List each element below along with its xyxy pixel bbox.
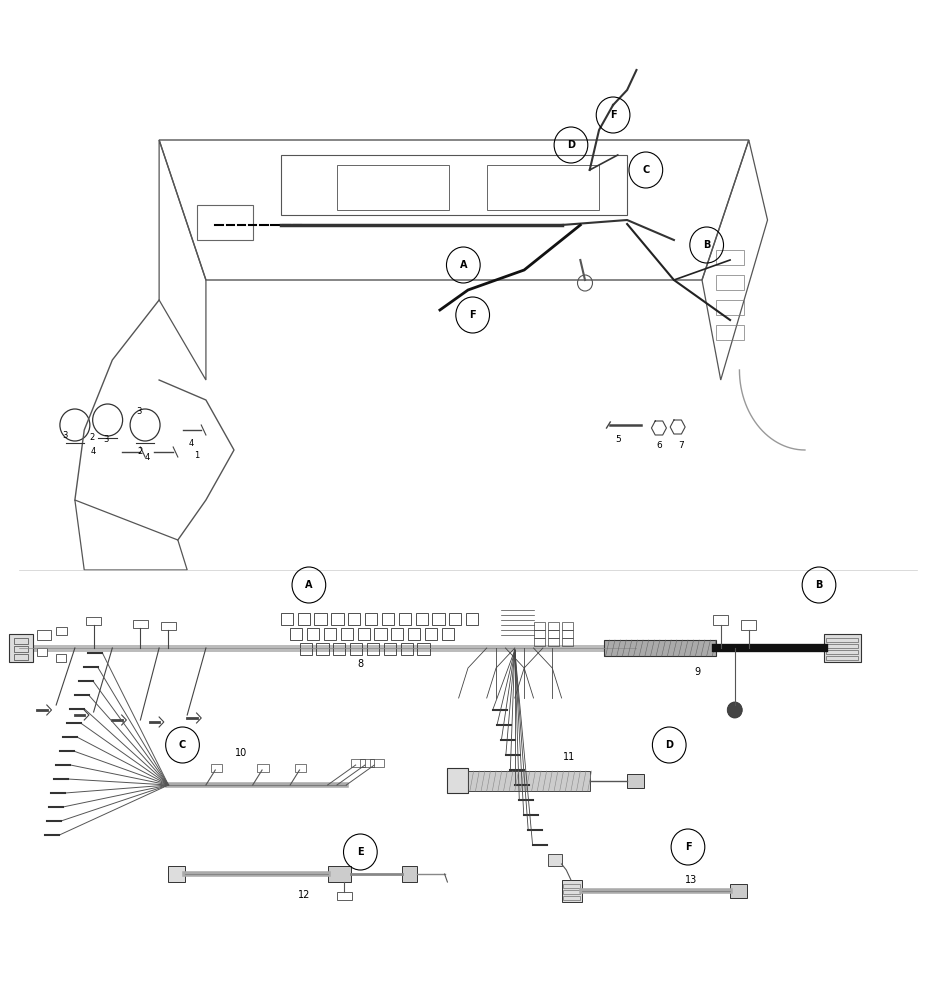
FancyBboxPatch shape (824, 634, 861, 662)
FancyBboxPatch shape (548, 854, 562, 866)
FancyBboxPatch shape (468, 771, 590, 791)
Text: 3: 3 (103, 436, 109, 444)
Text: 8: 8 (358, 659, 363, 669)
Circle shape (727, 702, 742, 718)
FancyBboxPatch shape (197, 205, 253, 240)
FancyBboxPatch shape (56, 627, 67, 635)
FancyBboxPatch shape (730, 884, 747, 898)
Text: D: D (665, 740, 673, 750)
Text: C: C (179, 740, 186, 750)
Text: 7: 7 (679, 442, 684, 450)
Text: 5: 5 (615, 434, 621, 444)
FancyBboxPatch shape (402, 866, 417, 882)
FancyBboxPatch shape (9, 634, 33, 662)
Text: 6: 6 (656, 440, 662, 450)
Text: 10: 10 (235, 748, 248, 758)
FancyBboxPatch shape (604, 640, 716, 656)
Text: 12: 12 (298, 890, 311, 900)
Text: 3: 3 (136, 406, 141, 416)
Text: 2: 2 (89, 434, 95, 442)
Text: D: D (567, 140, 575, 150)
Text: A: A (305, 580, 313, 590)
Text: 9: 9 (695, 667, 700, 677)
Text: B: B (815, 580, 823, 590)
Text: 3: 3 (62, 430, 67, 440)
Text: F: F (684, 842, 692, 852)
FancyBboxPatch shape (37, 630, 51, 640)
FancyBboxPatch shape (328, 866, 351, 882)
Text: B: B (703, 240, 710, 250)
Polygon shape (651, 421, 666, 435)
Text: F: F (609, 110, 617, 120)
Text: 4: 4 (144, 452, 150, 462)
FancyBboxPatch shape (56, 654, 66, 662)
FancyBboxPatch shape (627, 774, 644, 788)
Text: A: A (460, 260, 467, 270)
Text: 4: 4 (91, 448, 96, 456)
Text: 4: 4 (188, 438, 194, 448)
Text: E: E (357, 847, 364, 857)
FancyBboxPatch shape (37, 648, 47, 656)
Text: F: F (469, 310, 476, 320)
Text: C: C (642, 165, 650, 175)
Text: 2: 2 (138, 446, 143, 456)
FancyBboxPatch shape (562, 880, 582, 902)
FancyBboxPatch shape (168, 866, 185, 882)
Text: 1: 1 (194, 450, 199, 460)
FancyBboxPatch shape (447, 768, 468, 793)
Polygon shape (670, 420, 685, 434)
Text: 11: 11 (563, 752, 576, 762)
Text: 13: 13 (684, 875, 697, 885)
